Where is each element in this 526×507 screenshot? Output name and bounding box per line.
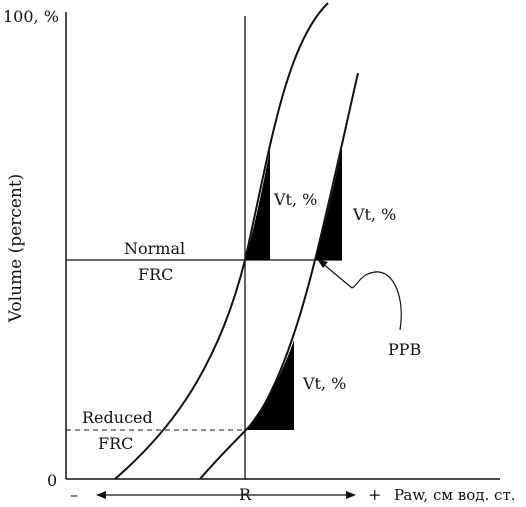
normal-frc-label-line1: Normal — [124, 239, 185, 258]
compliance-curve-shifted — [199, 72, 359, 480]
ppb-pointer-arrow-line — [321, 262, 353, 289]
reduced-frc-label-line1: Reduced — [82, 408, 153, 427]
vt-reduced-region — [245, 340, 294, 430]
ppb-pointer-line — [351, 271, 402, 331]
x-arrow-right-head — [346, 491, 356, 499]
vt-ppb-label: Vt, % — [352, 205, 396, 224]
vt-normal-region — [245, 150, 270, 260]
y-axis-title: Volume (percent) — [6, 174, 26, 324]
normal-frc-label-line2: FRC — [138, 265, 173, 284]
x-axis-center-label: R — [239, 485, 252, 504]
y-axis-top-tick: 100, % — [3, 7, 59, 26]
x-arrow-left-head — [96, 491, 106, 499]
vt-reduced-label: Vt, % — [302, 374, 346, 393]
x-axis-minus-label: – — [70, 485, 78, 504]
x-axis-title: Paw, см вод. ст. — [394, 486, 516, 504]
ppb-pointer-arrowhead — [317, 259, 328, 268]
y-axis-origin-tick: 0 — [47, 471, 57, 490]
vt-normal-label: Vt, % — [273, 190, 317, 209]
x-axis-plus-label: + — [368, 485, 381, 504]
compliance-curve-normal — [114, 2, 329, 480]
ppb-label: PPB — [388, 340, 421, 359]
vt-ppb-region — [315, 148, 342, 260]
reduced-frc-label-line2: FRC — [98, 434, 133, 453]
